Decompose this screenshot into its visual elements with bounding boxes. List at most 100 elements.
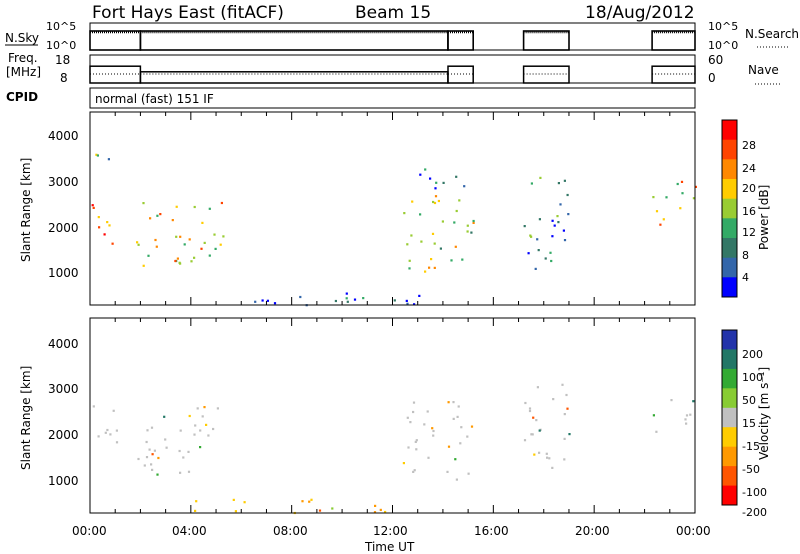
- velocity-cell: [194, 509, 197, 512]
- power-cell: [433, 242, 436, 245]
- velocity-cell: [310, 498, 313, 501]
- velocity-panel-frame: [89, 317, 696, 514]
- power-cell: [406, 243, 409, 246]
- power-colorbar-swatch: [722, 257, 737, 278]
- velocity-cell: [685, 414, 689, 417]
- velocity-cell: [109, 433, 112, 436]
- power-cell: [106, 221, 109, 224]
- power-cell: [450, 259, 453, 262]
- power-cell: [563, 239, 567, 242]
- velocity-cell: [523, 439, 527, 442]
- velocity-cell: [538, 451, 541, 454]
- velocity-cell: [196, 407, 199, 410]
- power-cell: [408, 259, 411, 262]
- freq-segment: [651, 65, 696, 84]
- velocity-cell: [156, 473, 159, 476]
- velocity-cell: [374, 504, 377, 507]
- velocity-cell: [447, 401, 450, 404]
- power-cell: [346, 300, 349, 303]
- nsky-tick-top: 10^5: [46, 20, 76, 33]
- power-cell: [183, 243, 186, 246]
- power-cell: [556, 215, 559, 218]
- radar-title: Fort Hays East (fitACF): [92, 3, 284, 23]
- velocity-cell: [413, 469, 416, 472]
- velocity-cbar-tick-m50: -50: [742, 463, 760, 476]
- freq-trace: [89, 65, 696, 84]
- power-colorbar-swatch: [722, 139, 737, 160]
- velocity-cell: [151, 453, 154, 456]
- power-cell: [680, 180, 684, 183]
- velocity-cell: [684, 418, 687, 421]
- velocity-cell: [452, 417, 455, 420]
- power-cell: [214, 247, 217, 250]
- velocity-cell: [412, 470, 415, 473]
- velocity-cell: [689, 413, 692, 416]
- power-cell: [108, 224, 111, 227]
- power-ytick-3000: 3000: [48, 175, 79, 189]
- velocity-colorbar-swatch: [722, 446, 737, 467]
- power-cell: [470, 231, 473, 234]
- power-fields: [91, 153, 697, 307]
- power-cell: [431, 232, 435, 235]
- velocity-cell: [92, 405, 95, 408]
- power-cell: [557, 221, 560, 224]
- power-cell: [523, 225, 526, 228]
- power-cell: [208, 207, 211, 210]
- velocity-cell: [414, 440, 417, 443]
- velocity-ytick-3000: 3000: [48, 382, 79, 396]
- power-cell: [410, 234, 413, 237]
- power-cell: [549, 251, 552, 254]
- velocity-cell: [146, 429, 149, 432]
- velocity-cell: [531, 433, 534, 436]
- freq-panel-frame: [89, 54, 696, 84]
- velocity-cell: [384, 510, 387, 514]
- velocity-cell: [163, 415, 166, 418]
- velocity-cell: [563, 413, 566, 416]
- power-cell: [273, 302, 277, 305]
- power-cell: [403, 212, 406, 215]
- power-cell: [424, 168, 427, 171]
- velocity-ytick-2000: 2000: [48, 428, 79, 442]
- velocity-cell: [143, 464, 146, 467]
- power-cbar-tick-8: 8: [742, 249, 749, 262]
- power-cell: [137, 243, 140, 246]
- power-cell: [178, 261, 181, 264]
- power-cell: [190, 260, 193, 263]
- x-axis-label: Time UT: [364, 540, 415, 554]
- velocity-cell: [459, 442, 462, 445]
- power-colorbar-swatch: [722, 120, 737, 141]
- power-cell: [200, 247, 203, 250]
- noise-segment: [139, 30, 449, 51]
- power-cell: [208, 254, 211, 257]
- power-cell: [429, 177, 432, 180]
- velocity-cbar-tick-15: 15: [742, 417, 756, 430]
- power-cell: [537, 249, 540, 252]
- freq-label: Freq.: [8, 51, 38, 65]
- x-tick-label-5: 20:00: [575, 524, 610, 538]
- velocity-cell: [412, 410, 415, 414]
- velocity-cell: [563, 437, 566, 440]
- velocity-cell: [427, 456, 430, 459]
- velocity-cell: [466, 435, 469, 438]
- velocity-cell: [423, 423, 426, 426]
- x-tick-label-2: 08:00: [273, 524, 308, 538]
- velocity-cell: [412, 401, 416, 404]
- velocity-cell: [532, 416, 535, 419]
- power-cell: [411, 200, 414, 203]
- velocity-cell: [308, 500, 311, 503]
- velocity-cell: [457, 405, 460, 408]
- power-cell: [529, 234, 532, 237]
- velocity-cell: [406, 416, 409, 419]
- power-cell: [455, 175, 458, 178]
- power-cell: [652, 196, 655, 199]
- velocity-cell: [179, 429, 182, 432]
- velocity-colorbar-swatch: [722, 427, 737, 448]
- power-cell: [454, 245, 457, 248]
- velocity-cell: [379, 508, 382, 511]
- velocity-cell: [685, 422, 688, 425]
- noise-segment: [447, 30, 475, 51]
- freq-tick-bottom: 8: [60, 71, 68, 85]
- velocity-cell: [199, 446, 202, 449]
- power-cell: [441, 220, 444, 223]
